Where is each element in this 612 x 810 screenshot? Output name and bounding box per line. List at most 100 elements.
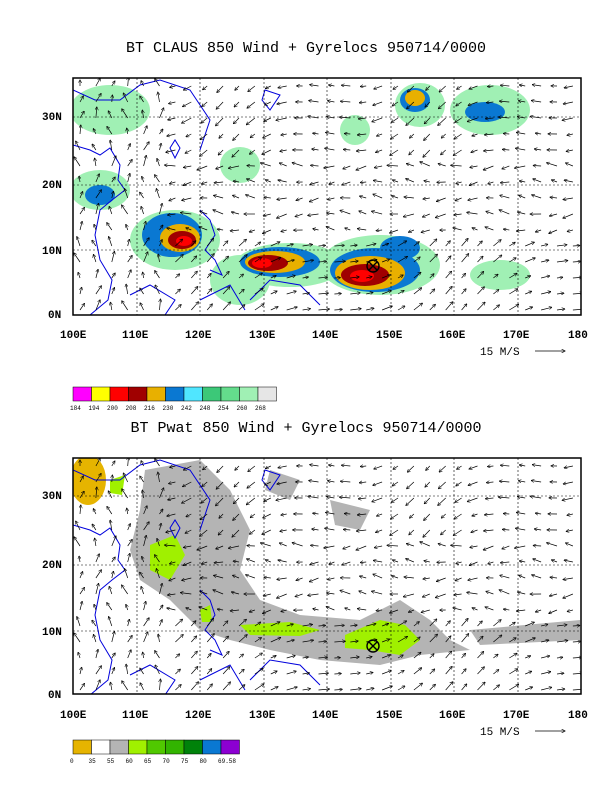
wind-vector	[342, 562, 351, 565]
wind-vector	[509, 684, 518, 690]
wind-vector	[462, 254, 469, 262]
wind-vector	[340, 101, 350, 102]
wind-vector	[484, 150, 494, 151]
wind-vector	[398, 306, 405, 310]
wind-vector	[518, 481, 525, 482]
colorbar-label: 65	[144, 758, 152, 765]
wind-vector	[356, 546, 366, 550]
wind-vector	[350, 309, 361, 310]
wind-vector	[462, 289, 467, 294]
wind-vector	[530, 116, 541, 118]
wind-vector	[499, 590, 509, 594]
wind-vector	[278, 86, 287, 88]
wind-vector	[509, 653, 517, 658]
wind-vector	[287, 291, 297, 294]
wind-vector	[423, 578, 430, 579]
colorbar-swatch	[147, 387, 166, 401]
lon-label: 150E	[376, 710, 403, 722]
wind-vector	[277, 102, 287, 104]
wind-vector	[327, 213, 335, 214]
wind-vector	[343, 166, 351, 169]
wind-vector	[155, 665, 159, 674]
wind-vector	[247, 559, 255, 562]
wind-vector	[564, 466, 573, 468]
wind-vector	[271, 687, 278, 690]
wind-vector	[457, 86, 462, 89]
wind-vector	[391, 498, 398, 502]
wind-vector	[246, 118, 255, 125]
wind-vector	[519, 181, 525, 182]
wind-vector	[462, 273, 466, 278]
wind-vector	[392, 560, 398, 562]
wind-vector	[262, 150, 271, 154]
wind-vector	[309, 578, 318, 582]
wind-vector	[557, 293, 564, 294]
wind-vector	[406, 559, 414, 562]
panel1-cloud-field	[70, 77, 584, 315]
wind-vector	[175, 289, 180, 294]
wind-vector	[264, 498, 271, 502]
wind-vector	[531, 481, 541, 483]
wind-vector	[264, 197, 271, 198]
wind-vector	[94, 604, 96, 610]
wind-vector	[360, 466, 366, 467]
wind-vector	[515, 148, 525, 150]
panel2-pwat-field	[70, 455, 584, 695]
wind-vector	[191, 651, 197, 658]
wind-vector	[557, 277, 563, 278]
wind-vector	[79, 556, 80, 562]
wind-vector	[484, 530, 494, 531]
wind-vector	[373, 102, 382, 105]
lon-label: 130E	[249, 330, 276, 342]
wind-vector	[423, 150, 430, 157]
wind-vector	[406, 498, 414, 506]
wind-vector	[277, 214, 287, 218]
wind-vector	[223, 682, 230, 690]
wind-vector	[557, 673, 564, 674]
wind-vector	[158, 92, 160, 102]
wind-vector	[350, 673, 360, 674]
wind-vector	[313, 229, 319, 230]
lon-label: 110E	[122, 710, 149, 722]
wind-vector	[308, 214, 319, 216]
wind-vector	[485, 227, 493, 230]
wind-vector	[563, 198, 573, 200]
wind-vector	[160, 299, 161, 310]
wind-vector	[562, 498, 573, 500]
lat-label: 20N	[42, 180, 62, 192]
wind-vector	[557, 657, 563, 658]
wind-vector	[77, 237, 80, 247]
wind-vector	[566, 543, 573, 546]
colorbar-swatch	[92, 740, 111, 754]
wind-vector	[410, 514, 414, 518]
wind-vector	[231, 212, 239, 214]
wind-vector	[525, 291, 532, 294]
wind-vector	[141, 586, 144, 594]
wind-vector	[345, 608, 351, 610]
wind-vector	[262, 530, 271, 534]
wind-vector	[112, 571, 114, 578]
wind-vector	[453, 608, 462, 610]
colorbar-swatch	[166, 387, 185, 401]
wind-vector	[255, 653, 263, 658]
wind-vector	[92, 524, 96, 530]
wind-vector	[207, 669, 212, 674]
wind-vector	[319, 689, 330, 690]
wind-vector	[566, 163, 573, 166]
wind-vector	[125, 569, 128, 579]
wind-vector	[110, 302, 111, 310]
wind-vector	[324, 546, 335, 548]
lat-label: 0N	[48, 310, 61, 322]
wind-vector	[359, 102, 366, 103]
wind-vector	[112, 273, 115, 278]
wind-vector	[217, 229, 223, 230]
wind-vector	[436, 578, 445, 582]
wind-vector	[438, 498, 446, 506]
wind-vector	[235, 466, 239, 470]
wind-vector	[160, 143, 162, 150]
wind-vector	[239, 239, 246, 246]
wind-vector	[216, 102, 223, 109]
wind-vector	[141, 206, 144, 214]
wind-vector	[516, 512, 525, 514]
wind-vector	[469, 466, 478, 469]
